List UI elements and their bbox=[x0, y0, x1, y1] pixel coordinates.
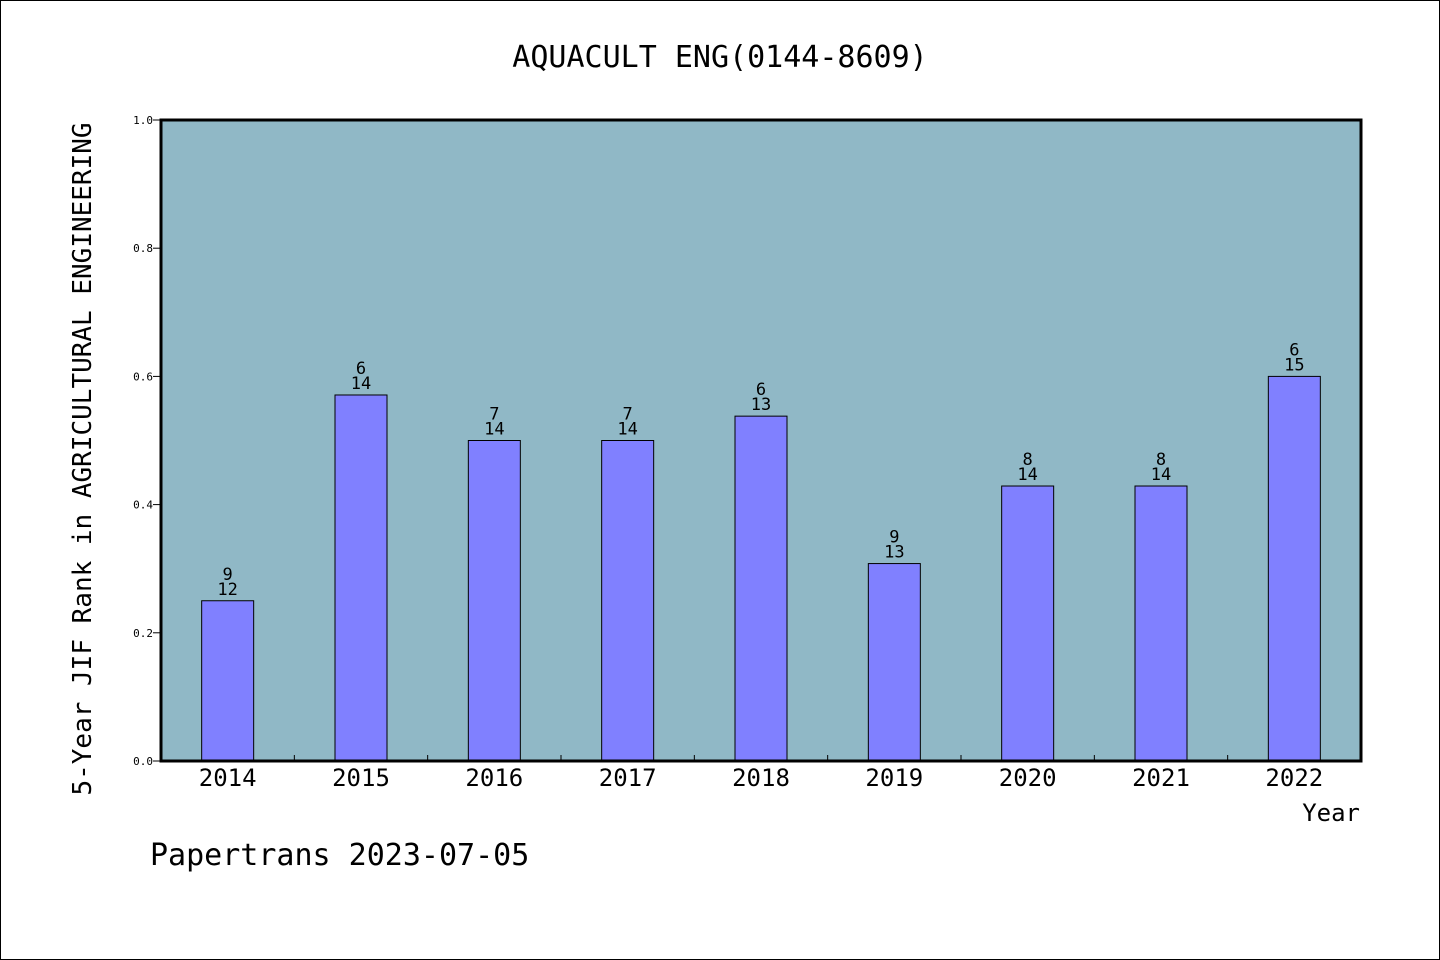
total-label-2020: 14 bbox=[1017, 465, 1037, 485]
total-label-2022: 15 bbox=[1284, 355, 1304, 375]
bars-group bbox=[201, 375, 1321, 762]
total-label-2021: 14 bbox=[1151, 465, 1171, 485]
x-axis-label: Year bbox=[1302, 799, 1360, 827]
bar-2016 bbox=[467, 440, 521, 762]
bar-2018 bbox=[734, 415, 788, 762]
total-label-2014: 12 bbox=[217, 580, 237, 600]
chart-title: AQUACULT ENG(0144-8609) bbox=[512, 40, 927, 75]
x-tick-label-2015: 2015 bbox=[332, 764, 390, 792]
rank-label-2017: 7 bbox=[623, 405, 633, 425]
x-tick-label-2021: 2021 bbox=[1132, 764, 1190, 792]
y-tick-label-1.0: 1.0 bbox=[133, 114, 153, 127]
bar-2020 bbox=[1001, 485, 1055, 762]
y-tick-label-0.4: 0.4 bbox=[133, 499, 153, 512]
y-tick-label-0.0: 0.0 bbox=[133, 755, 153, 768]
rank-label-2014: 9 bbox=[223, 565, 233, 585]
bar-2021 bbox=[1134, 485, 1188, 762]
plot-border bbox=[159, 118, 1363, 763]
bar-2014 bbox=[201, 600, 255, 762]
rank-label-2021: 8 bbox=[1156, 450, 1166, 470]
rank-label-2022: 6 bbox=[1289, 340, 1299, 360]
x-tick-label-2018: 2018 bbox=[732, 764, 790, 792]
x-tick-label-2022: 2022 bbox=[1265, 764, 1323, 792]
x-tick-label-2016: 2016 bbox=[465, 764, 523, 792]
y-tick-label-0.2: 0.2 bbox=[133, 627, 153, 640]
x-tick-label-2017: 2017 bbox=[599, 764, 657, 792]
footer-text: Papertrans 2023-07-05 bbox=[150, 838, 529, 873]
y-axis: 0.0 0.2 0.4 0.6 0.8 1.0 bbox=[133, 114, 161, 768]
bar-2017 bbox=[601, 440, 655, 762]
x-tick-label-2014: 2014 bbox=[199, 764, 257, 792]
y-tick-label-0.6: 0.6 bbox=[133, 370, 153, 383]
rank-label-2015: 6 bbox=[356, 359, 366, 379]
total-label-2016: 14 bbox=[484, 420, 504, 440]
rank-label-2016: 7 bbox=[489, 405, 499, 425]
bar-2015 bbox=[334, 394, 388, 762]
total-label-2015: 14 bbox=[351, 374, 371, 394]
x-axis: 2014 2015 2016 2017 2018 2019 2020 2021 2022 bbox=[199, 755, 1323, 792]
x-tick-label-2020: 2020 bbox=[999, 764, 1057, 792]
rank-label-2018: 6 bbox=[756, 380, 766, 400]
y-tick-label-0.8: 0.8 bbox=[133, 242, 153, 255]
rank-label-2020: 8 bbox=[1023, 450, 1033, 470]
y-axis-label: 5-Year JIF Rank in AGRICULTURAL ENGINEER… bbox=[68, 122, 98, 795]
rank-label-2019: 9 bbox=[889, 528, 899, 548]
bar-2022 bbox=[1267, 375, 1321, 762]
x-tick-label-2019: 2019 bbox=[865, 764, 923, 792]
total-label-2017: 14 bbox=[617, 420, 637, 440]
bar-2019 bbox=[867, 563, 921, 762]
total-label-2018: 13 bbox=[751, 395, 771, 415]
total-label-2019: 13 bbox=[884, 543, 904, 563]
